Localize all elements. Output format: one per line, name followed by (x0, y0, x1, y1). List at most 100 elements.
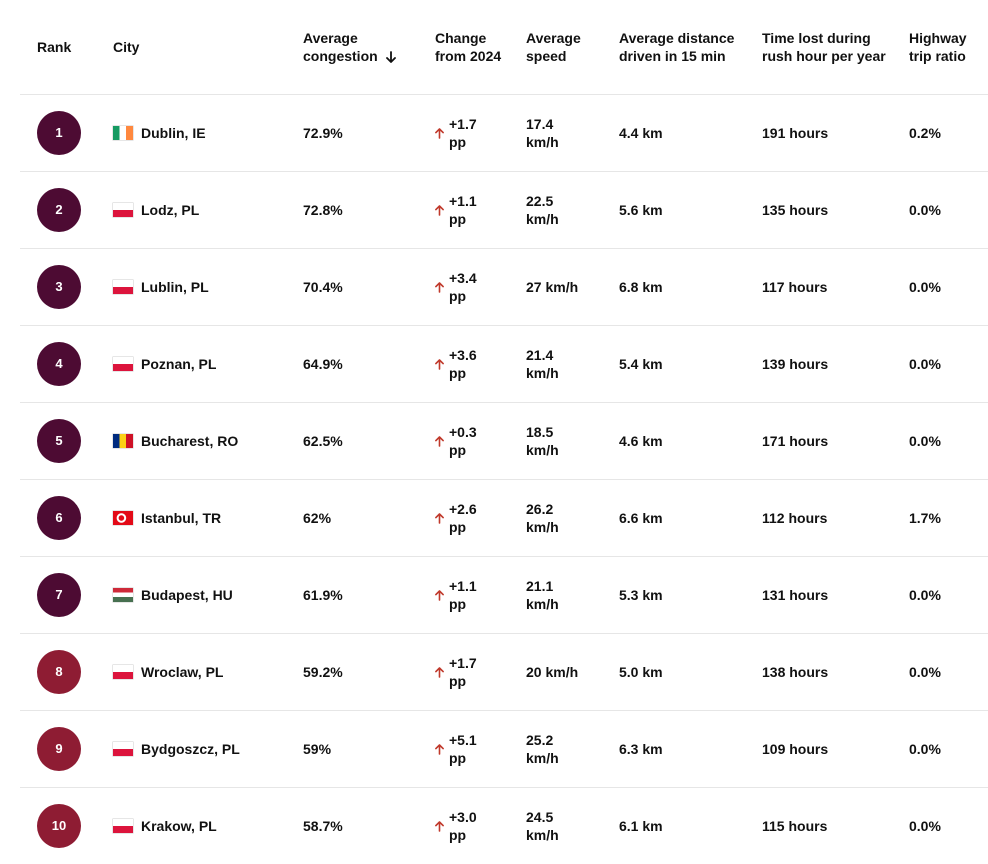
change: +0.3 pp (435, 423, 520, 459)
rank-cell: 9 (20, 711, 113, 788)
city: Lodz, PL (113, 201, 297, 219)
change: +3.6 pp (435, 346, 520, 382)
column-header: Highway trip ratio (909, 0, 988, 95)
flag-icon (113, 665, 133, 679)
up-arrow-icon (435, 513, 444, 524)
speed-cell: 18.5 km/h (526, 403, 619, 480)
change: +3.4 pp (435, 269, 520, 305)
change-value: +0.3 pp (449, 423, 483, 459)
speed-cell: 27 km/h (526, 249, 619, 326)
rank-badge: 4 (37, 342, 81, 386)
distance-cell: 6.8 km (619, 249, 762, 326)
time-lost: 112 hours (762, 510, 827, 526)
change: +1.1 pp (435, 577, 520, 613)
column-header[interactable]: Average congestion (303, 0, 435, 95)
up-arrow-icon (435, 359, 444, 370)
rank-badge: 7 (37, 573, 81, 617)
speed-cell: 17.4 km/h (526, 95, 619, 172)
change-value: +3.6 pp (449, 346, 483, 382)
change-cell: +1.7 pp (435, 95, 526, 172)
speed: 18.5 km/h (526, 423, 588, 459)
city-name: Lublin, PL (141, 278, 209, 296)
speed: 21.1 km/h (526, 577, 588, 613)
highway-ratio: 0.0% (909, 433, 941, 449)
city-name: Wroclaw, PL (141, 663, 223, 681)
congestion: 62% (303, 510, 331, 526)
time-lost: 135 hours (762, 202, 828, 218)
distance-cell: 5.3 km (619, 557, 762, 634)
change-cell: +3.6 pp (435, 326, 526, 403)
speed: 27 km/h (526, 278, 578, 296)
highway-ratio: 0.0% (909, 202, 941, 218)
rank-cell: 2 (20, 172, 113, 249)
distance-cell: 6.3 km (619, 711, 762, 788)
rank-badge: 3 (37, 265, 81, 309)
header-text: Rank (37, 39, 71, 55)
header-text: Change from 2024 (435, 30, 501, 64)
time-lost-cell: 191 hours (762, 95, 909, 172)
header-text: Average distance driven in 15 min (619, 30, 734, 64)
rank-cell: 4 (20, 326, 113, 403)
highway-ratio-cell: 0.0% (909, 403, 988, 480)
change-value: +3.0 pp (449, 808, 483, 844)
speed: 21.4 km/h (526, 346, 588, 382)
change-value: +3.4 pp (449, 269, 483, 305)
time-lost-cell: 109 hours (762, 711, 909, 788)
highway-ratio: 0.0% (909, 741, 941, 757)
distance: 6.3 km (619, 741, 663, 757)
change-cell: +1.1 pp (435, 172, 526, 249)
change-cell: +0.3 pp (435, 403, 526, 480)
city: Budapest, HU (113, 586, 297, 604)
time-lost: 171 hours (762, 433, 828, 449)
congestion-cell: 64.9% (303, 326, 435, 403)
up-arrow-icon (435, 436, 444, 447)
change-value: +1.1 pp (449, 192, 483, 228)
column-header: Change from 2024 (435, 0, 526, 95)
speed: 25.2 km/h (526, 731, 588, 767)
city-cell: Bydgoszcz, PL (113, 711, 303, 788)
time-lost-cell: 171 hours (762, 403, 909, 480)
header-text: Average speed (526, 30, 581, 64)
city-name: Bydgoszcz, PL (141, 740, 240, 758)
time-lost: 191 hours (762, 125, 828, 141)
highway-ratio: 0.0% (909, 664, 941, 680)
rank-badge: 9 (37, 727, 81, 771)
highway-ratio: 1.7% (909, 510, 941, 526)
time-lost-cell: 112 hours (762, 480, 909, 557)
city: Istanbul, TR (113, 509, 297, 527)
speed: 17.4 km/h (526, 115, 588, 151)
distance: 5.3 km (619, 587, 663, 603)
time-lost-cell: 131 hours (762, 557, 909, 634)
city: Poznan, PL (113, 355, 297, 373)
time-lost-cell: 138 hours (762, 634, 909, 711)
city: Krakow, PL (113, 817, 297, 835)
congestion: 70.4% (303, 279, 343, 295)
rank-cell: 1 (20, 95, 113, 172)
city-cell: Istanbul, TR (113, 480, 303, 557)
highway-ratio: 0.0% (909, 587, 941, 603)
congestion: 59% (303, 741, 331, 757)
highway-ratio: 0.2% (909, 125, 941, 141)
highway-ratio-cell: 0.0% (909, 172, 988, 249)
change-value: +1.7 pp (449, 654, 483, 690)
distance: 6.1 km (619, 818, 663, 834)
distance-cell: 4.4 km (619, 95, 762, 172)
time-lost: 109 hours (762, 741, 828, 757)
change-cell: +1.7 pp (435, 634, 526, 711)
congestion-cell: 72.9% (303, 95, 435, 172)
congestion-cell: 72.8% (303, 172, 435, 249)
change: +3.0 pp (435, 808, 520, 844)
change: +1.7 pp (435, 115, 520, 151)
time-lost: 117 hours (762, 279, 827, 295)
change: +5.1 pp (435, 731, 520, 767)
city: Wroclaw, PL (113, 663, 297, 681)
city-cell: Krakow, PL (113, 788, 303, 864)
